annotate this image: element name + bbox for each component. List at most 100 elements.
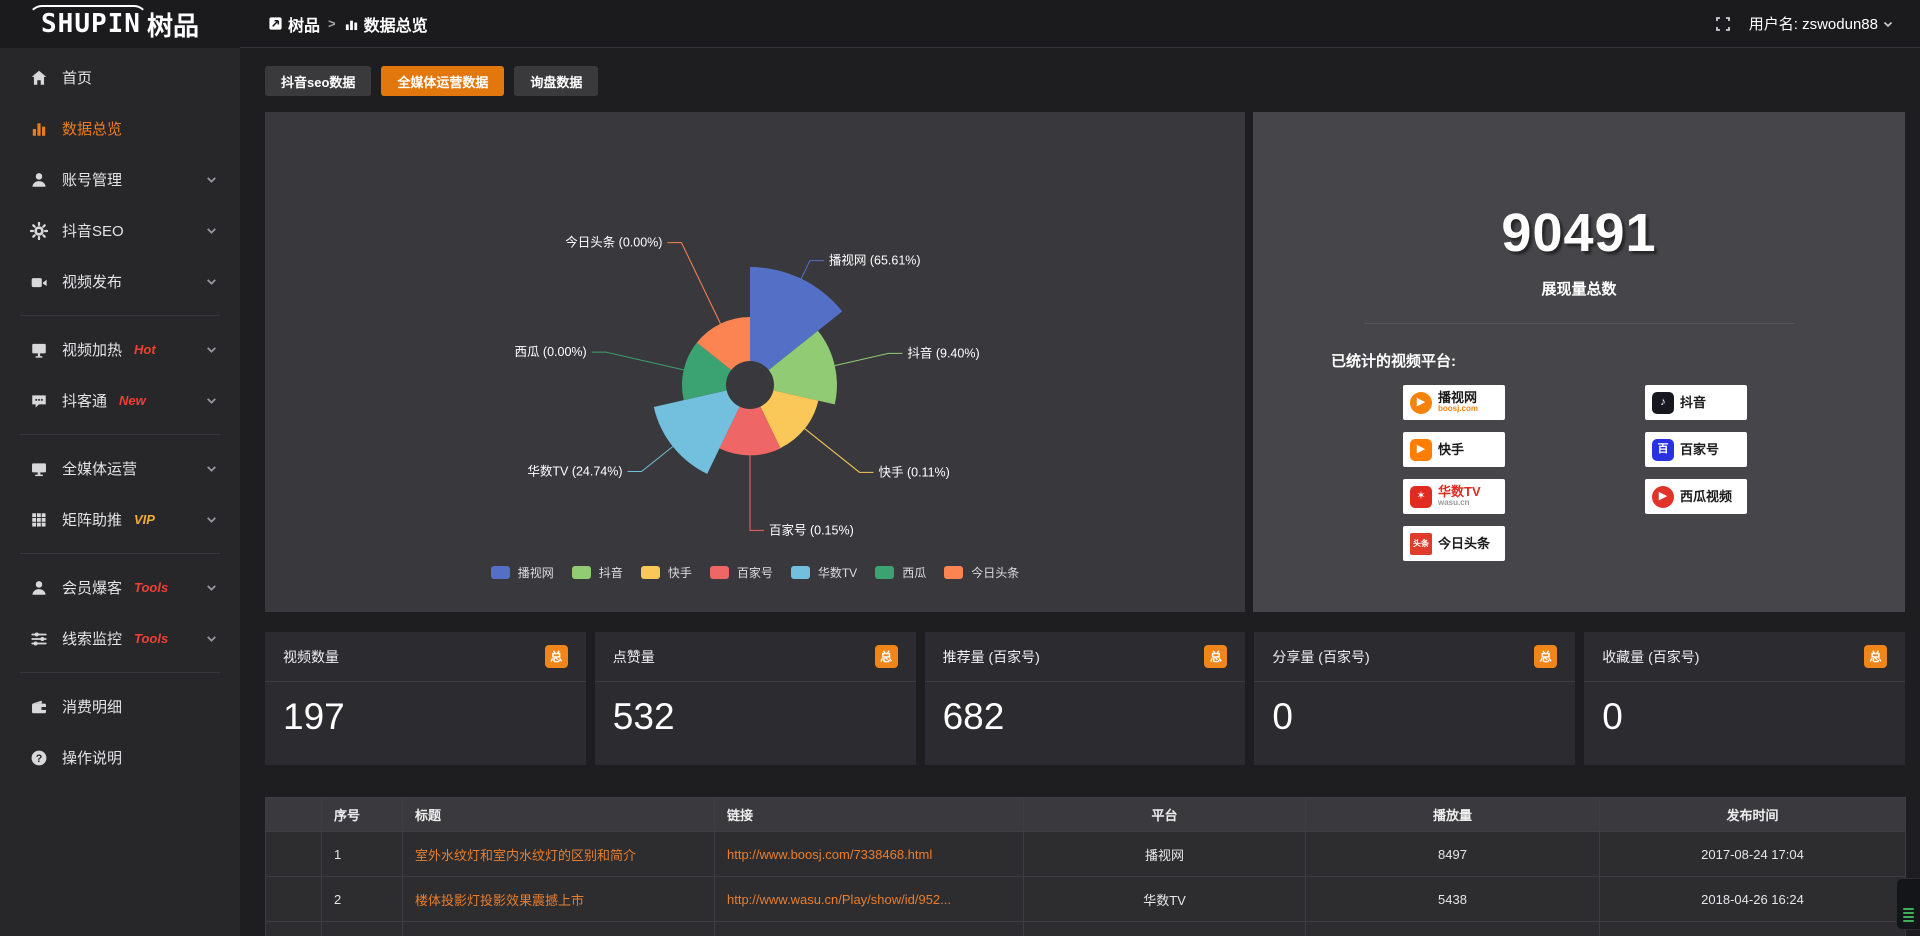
legend-item-今日头条[interactable]: 今日头条 [944,564,1019,581]
total-badge: 总 [1204,645,1228,668]
main-content: 抖音seo数据 全媒体运营数据 询盘数据 播视网 (65.61%) 抖音 (9.40%… [240,48,1920,936]
column-header-标题: 标题 [402,797,715,832]
platform-name: 百家号 [1680,441,1720,457]
pie-slice-抖音[interactable] [768,330,837,405]
cell-title[interactable]: 室外水纹灯和室内水纹灯的区别和简介 [402,831,715,877]
user-menu[interactable]: 用户名: zswodun88 [1749,13,1894,34]
sidebar-item-badge: Hot [134,342,156,357]
sidebar-item-抖客通[interactable]: 抖客通 New [0,375,240,426]
video-table-wrap: 序号 标题 链接 平台 播放量 发布时间 1 室外水纹灯和室内水纹灯的区别和简介 http:/… [265,797,1906,936]
logo-arc [28,5,148,19]
stat-card-title: 推荐量 (百家号) [942,648,1040,665]
pie-label-快手: 快手 (0.11%) [878,465,949,479]
baijiahao-icon: 百 [1652,438,1674,461]
cell-platform: 播视网 [1023,831,1306,877]
pie-slice-播视网[interactable] [750,267,843,371]
sidebar-item-视频发布[interactable]: 视频发布 [0,256,240,307]
pie-slice-今日头条[interactable] [696,317,750,371]
sidebar-item-label: 操作说明 [62,750,123,767]
cell-time [1599,921,1906,936]
sidebar-item-视频加热[interactable]: 视频加热 Hot [0,324,240,375]
legend-item-西瓜[interactable]: 西瓜 [875,564,926,581]
sidebar-item-数据总览[interactable]: 数据总览 [0,103,240,154]
stat-card-row: 视频数量总 197 点赞量总 532 推荐量 (百家号) 总 682 分享量 (百家号) 总 0 收… [265,632,1905,765]
legend-item-抖音[interactable]: 抖音 [571,564,623,581]
sidebar-item-label: 抖客通 [62,393,108,410]
cell-time: 2018-04-26 16:24 [1599,876,1906,922]
video-icon [30,273,48,291]
chevron-down-icon [205,632,218,645]
logo-text-cjk: 树品 [146,10,199,41]
cell-views [1305,921,1600,936]
platform-tile-今日头条: 头条 今日头条 [1403,526,1505,561]
floating-service-widget[interactable] [1896,878,1920,930]
sidebar-item-badge: Tools [134,580,169,595]
sidebar-item-label: 抖音SEO [62,223,124,240]
sidebar-item-首页[interactable]: 首页 [0,52,240,103]
stat-card-title: 视频数量 [283,648,339,665]
pie-label-播视网: 播视网 (65.61%) [829,253,921,268]
sidebar-item-badge: Tools [134,631,169,646]
total-badge: 总 [544,645,568,668]
fullscreen-icon[interactable] [1715,16,1731,32]
platform-subtext: boosj.com [1438,404,1479,414]
summary-panel: 90491 展现量总数 已统计的视频平台: ▶ 播视网 boosj.com ▶ 快手 ✶ 华… [1253,112,1905,612]
platform-tile-华数TV: ✶ 华数TV wasu.cn [1403,479,1505,514]
pie-label-line [749,455,764,531]
legend-item-播视网[interactable]: 播视网 [490,564,554,581]
legend-item-百家号[interactable]: 百家号 [709,564,773,581]
cell-platform: 华数TV [1023,876,1306,922]
legend-swatch [490,566,510,579]
sidebar-divider [20,672,220,673]
sidebar-item-label: 全媒体运营 [62,461,138,478]
total-impressions-value: 90491 [1501,203,1657,263]
chevron-down-icon [205,224,218,237]
sidebar-item-label: 消费明细 [62,699,123,716]
pie-label-百家号: 百家号 (0.15%) [769,522,854,537]
legend-swatch [790,566,810,579]
total-impressions-label: 展现量总数 [1541,281,1617,298]
sidebar-item-矩阵助推[interactable]: 矩阵助推 VIP [0,494,240,545]
legend-item-快手[interactable]: 快手 [640,564,692,581]
sidebar-item-操作说明[interactable]: ? 操作说明 [0,732,240,783]
tab-抖音seo数据[interactable]: 抖音seo数据 [265,66,372,96]
sidebar-item-线索监控[interactable]: 线索监控 Tools [0,613,240,664]
sidebar-item-badge: New [119,393,146,408]
sidebar-item-抖音SEO[interactable]: 抖音SEO [0,205,240,256]
cell-link[interactable]: http://www.wasu.cn/Play/show/id/952... [714,876,1024,922]
chart-legend: 播视网 抖音 快手 百家号 华数TV 西瓜 今日头条 [265,564,1245,581]
legend-label: 百家号 [736,566,773,580]
pie-slice-百家号[interactable] [719,406,781,456]
rose-pie-chart: 播视网 (65.61%) 抖音 (9.40%) 快手 (0.11%) 百家号 (0.1… [265,112,1245,564]
sidebar-item-会员爆客[interactable]: 会员爆客 Tools [0,562,240,613]
sidebar-divider [20,434,220,435]
breadcrumb-item-home[interactable]: 树品 [268,12,320,36]
platform-name: 今日头条 [1438,535,1491,551]
tab-询盘数据[interactable]: 询盘数据 [514,66,599,96]
cell-title[interactable]: 楼体投影灯投影效果震撼上市 [402,876,715,922]
sidebar-item-消费明细[interactable]: 消费明细 [0,681,240,732]
platforms-label: 已统计的视频平台: [1331,353,1456,370]
pie-slice-西瓜[interactable] [682,342,732,401]
question-icon: ? [30,749,48,767]
video-table: 序号 标题 链接 平台 播放量 发布时间 1 室外水纹灯和室内水纹灯的区别和简介 http:/… [265,797,1906,936]
cell-link[interactable]: http://www.boosj.com/7338468.html [714,831,1024,877]
stat-card-value: 532 [612,696,675,737]
sidebar-item-全媒体运营[interactable]: 全媒体运营 [0,443,240,494]
chat-icon [30,392,48,410]
platform-subtext: wasu.cn [1438,498,1470,508]
legend-item-华数TV[interactable]: 华数TV [790,564,857,581]
sidebar-item-label: 会员爆客 [62,580,123,597]
boosj-play-icon: ▶ [1410,391,1432,414]
tab-全媒体运营数据[interactable]: 全媒体运营数据 [381,66,505,96]
stat-card-title: 收藏量 (百家号) [1602,648,1700,665]
breadcrumb-item-current[interactable]: 数据总览 [344,12,428,36]
chevron-down-icon [205,581,218,594]
sidebar-item-账号管理[interactable]: 账号管理 [0,154,240,205]
pie-slice-华数TV[interactable] [653,390,740,474]
pie-label-line [627,446,674,472]
pie-slice-快手[interactable] [760,390,819,449]
legend-swatch [640,566,660,579]
cell-time: 2017-08-24 17:04 [1599,831,1906,877]
grid-icon [30,511,48,529]
